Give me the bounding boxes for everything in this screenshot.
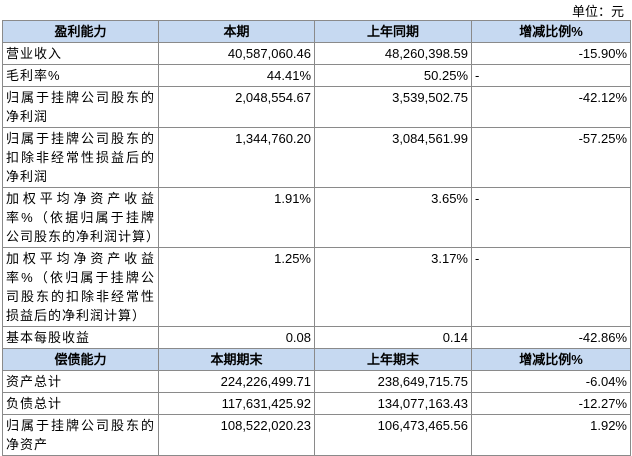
row-label: 归属于挂牌公司股东的净资产 (2, 414, 159, 456)
value-cell: 224,226,499.71 (158, 370, 315, 393)
value-cell: 1.25% (158, 247, 315, 327)
header-cell: 偿债能力 (2, 348, 159, 371)
table-row: 归属于挂牌公司股东的扣除非经常性损益后的净利润 1,344,760.20 3,084… (2, 127, 631, 188)
row-label: 营业收入 (2, 42, 159, 65)
value-cell: 3.17% (314, 247, 472, 327)
value-cell: -42.12% (471, 86, 631, 128)
value-cell: - (471, 247, 631, 327)
value-cell: 0.14 (314, 326, 472, 349)
value-cell: 106,473,465.56 (314, 414, 472, 456)
header-cell: 增减比例% (471, 348, 631, 371)
value-cell: 117,631,425.92 (158, 392, 315, 415)
value-cell: -12.27% (471, 392, 631, 415)
value-cell: 3,084,561.99 (314, 127, 472, 188)
table-row: 负债总计 117,631,425.92 134,077,163.43 -12.27% (2, 392, 631, 415)
financial-table: 盈利能力 本期 上年同期 增减比例% 营业收入 40,587,060.46 48,260,3… (2, 20, 631, 456)
header-cell: 增减比例% (471, 20, 631, 43)
header-row: 盈利能力 本期 上年同期 增减比例% (2, 20, 631, 43)
table-row: 加权平均净资产收益率%（依据归属于挂牌公司股东的净利润计算） 1.91% 3.65%… (2, 187, 631, 248)
value-cell: -6.04% (471, 370, 631, 393)
table-row: 资产总计 224,226,499.71 238,649,715.75 -6.04% (2, 370, 631, 393)
header-cell: 本期 (158, 20, 315, 43)
value-cell: 44.41% (158, 64, 315, 87)
header-row: 偿债能力 本期期末 上年期末 增减比例% (2, 348, 631, 371)
header-cell: 本期期末 (158, 348, 315, 371)
value-cell: 3.65% (314, 187, 472, 248)
value-cell: 1.92% (471, 414, 631, 456)
value-cell: - (471, 64, 631, 87)
header-cell: 盈利能力 (2, 20, 159, 43)
row-label: 归属于挂牌公司股东的扣除非经常性损益后的净利润 (2, 127, 159, 188)
row-label: 基本每股收益 (2, 326, 159, 349)
header-cell: 上年期末 (314, 348, 472, 371)
value-cell: 238,649,715.75 (314, 370, 472, 393)
value-cell: 1,344,760.20 (158, 127, 315, 188)
value-cell: 0.08 (158, 326, 315, 349)
value-cell: 50.25% (314, 64, 472, 87)
value-cell: -42.86% (471, 326, 631, 349)
table-row: 毛利率% 44.41% 50.25% - (2, 64, 631, 87)
table-row: 加权平均净资产收益率%（依归属于挂牌公司股东的扣除非经常性损益后的净利润计算） 1… (2, 247, 631, 327)
value-cell: 48,260,398.59 (314, 42, 472, 65)
value-cell: 3,539,502.75 (314, 86, 472, 128)
value-cell: 134,077,163.43 (314, 392, 472, 415)
unit-label: 单位：元 (571, 4, 624, 19)
row-label: 负债总计 (2, 392, 159, 415)
value-cell: 2,048,554.67 (158, 86, 315, 128)
value-cell: 108,522,020.23 (158, 414, 315, 456)
value-cell: - (471, 187, 631, 248)
row-label: 加权平均净资产收益率%（依据归属于挂牌公司股东的净利润计算） (2, 187, 159, 248)
value-cell: 40,587,060.46 (158, 42, 315, 65)
row-label: 资产总计 (2, 370, 159, 393)
table-row: 营业收入 40,587,060.46 48,260,398.59 -15.90% (2, 42, 631, 65)
value-cell: -15.90% (471, 42, 631, 65)
row-label: 归属于挂牌公司股东的净利润 (2, 86, 159, 128)
table-row: 归属于挂牌公司股东的净资产 108,522,020.23 106,473,465.5… (2, 414, 631, 456)
row-label: 加权平均净资产收益率%（依归属于挂牌公司股东的扣除非经常性损益后的净利润计算） (2, 247, 159, 327)
table-row: 基本每股收益 0.08 0.14 -42.86% (2, 326, 631, 349)
row-label: 毛利率% (2, 64, 159, 87)
value-cell: 1.91% (158, 187, 315, 248)
value-cell: -57.25% (471, 127, 631, 188)
table-row: 归属于挂牌公司股东的净利润 2,048,554.67 3,539,502.75 -42… (2, 86, 631, 128)
header-cell: 上年同期 (314, 20, 472, 43)
